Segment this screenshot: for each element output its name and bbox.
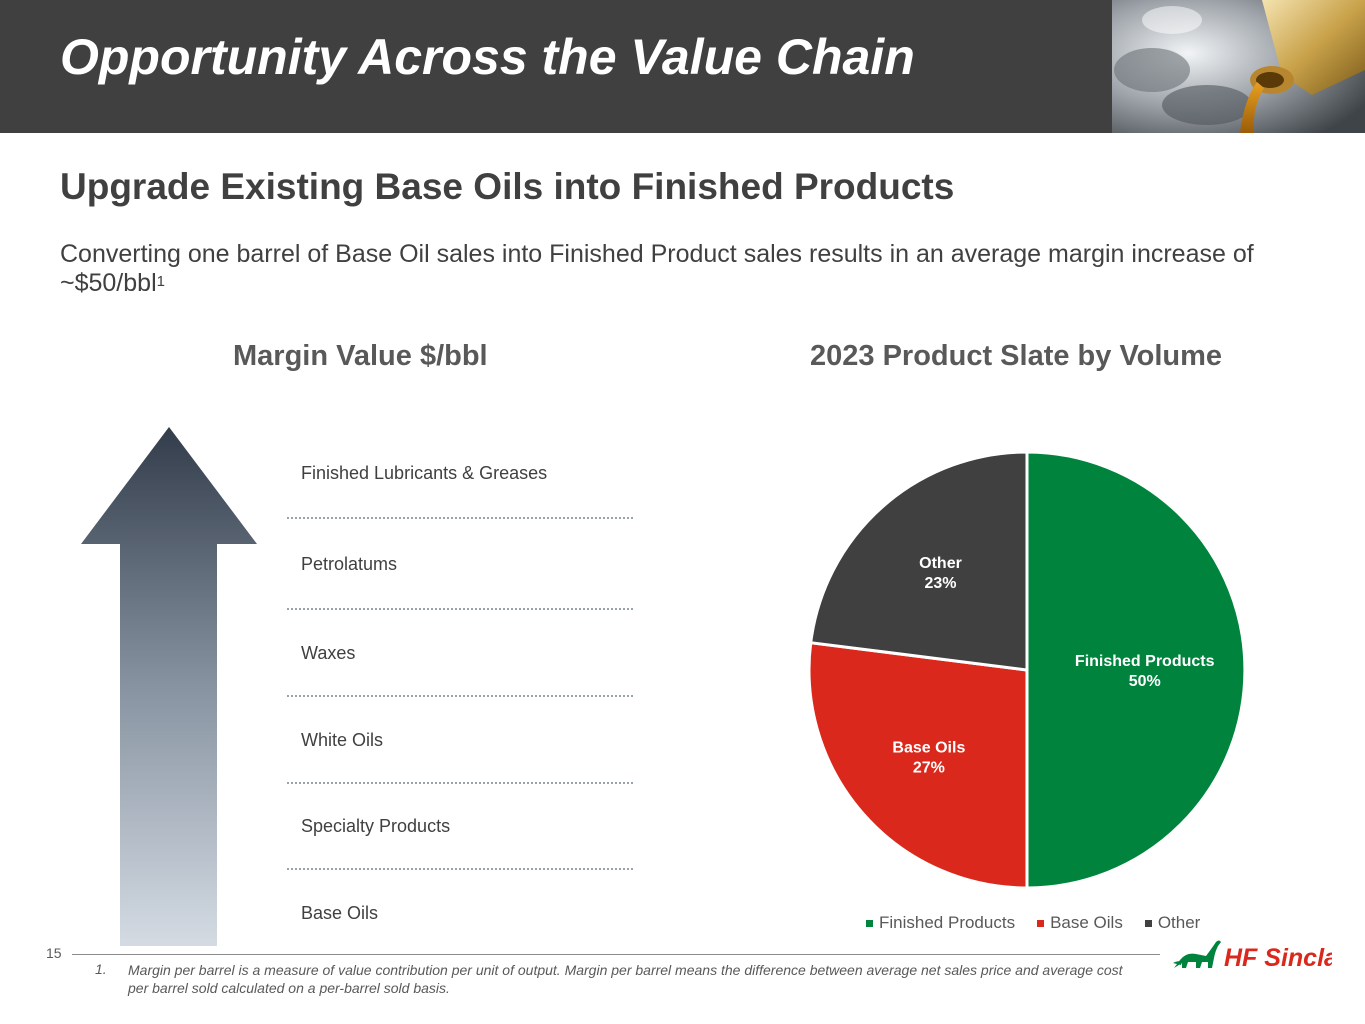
tier-divider [287, 782, 633, 784]
section-description: Converting one barrel of Base Oil sales … [60, 240, 1320, 298]
legend-label: Other [1157, 913, 1201, 932]
legend-swatch [1144, 919, 1152, 927]
tier-white-oils: White Oils [301, 730, 384, 750]
margin-up-arrow-icon [81, 427, 257, 946]
tier-divider [287, 608, 633, 610]
pie-data-label: Finished Products 50% [1075, 653, 1215, 690]
tier-base-oils: Base Oils [301, 903, 379, 923]
legend-item-finished-products: Finished Products [866, 913, 1015, 933]
chart-legend: Finished Products Base Oils Other [866, 913, 1200, 933]
footnote-text: Margin per barrel is a measure of value … [128, 962, 1123, 996]
tier-divider [287, 695, 633, 697]
header-bar: Opportunity Across the Value Chain [0, 0, 1365, 133]
svg-text:HF Sinclair: HF Sinclair [1224, 944, 1332, 972]
footnote-number: 1. [95, 961, 107, 977]
pie-slice-base-oils [807, 641, 1029, 890]
legend-swatch [1037, 919, 1045, 927]
pie-slice-finished-products [1025, 450, 1247, 890]
tier-divider [287, 868, 633, 870]
legend-swatch [866, 919, 873, 927]
legend-label: Finished Products [879, 913, 1016, 932]
description-text: Converting one barrel of Base Oil sales … [60, 240, 1254, 297]
footer-divider [72, 954, 1160, 955]
page-number: 15 [46, 945, 62, 961]
chart-title: 2023 Product Slate by Volume [810, 340, 1223, 372]
legend-label: Base Oils [1050, 913, 1123, 932]
tier-waxes: Waxes [301, 643, 356, 663]
tier-specialty-products: Specialty Products [301, 816, 451, 836]
margin-value-title: Margin Value $/bbl [233, 340, 488, 372]
section-subtitle: Upgrade Existing Base Oils into Finished… [60, 166, 955, 207]
hf-sinclair-logo: HF Sinclair [1172, 938, 1356, 972]
tier-divider [287, 517, 633, 519]
header-oil-pour-image [1112, 0, 1365, 133]
pie-data-label: Other 23% [919, 555, 962, 592]
legend-item-base-oils: Base Oils [1037, 913, 1123, 933]
footnote-marker: 1 [156, 273, 165, 290]
page-title: Opportunity Across the Value Chain [60, 29, 915, 85]
pie-data-label: Base Oils 27% [892, 739, 965, 776]
tier-finished-lubricants: Finished Lubricants & Greases [301, 463, 548, 483]
product-slate-pie-chart: Finished Products 50% Base Oils 27% Other 23% [807, 450, 1247, 890]
pie-slice-other [809, 450, 1029, 672]
dinosaur-logo-icon: HF Sinclair [1173, 940, 1356, 972]
tier-petrolatums: Petrolatums [301, 554, 398, 574]
legend-item-other: Other [1144, 913, 1201, 933]
